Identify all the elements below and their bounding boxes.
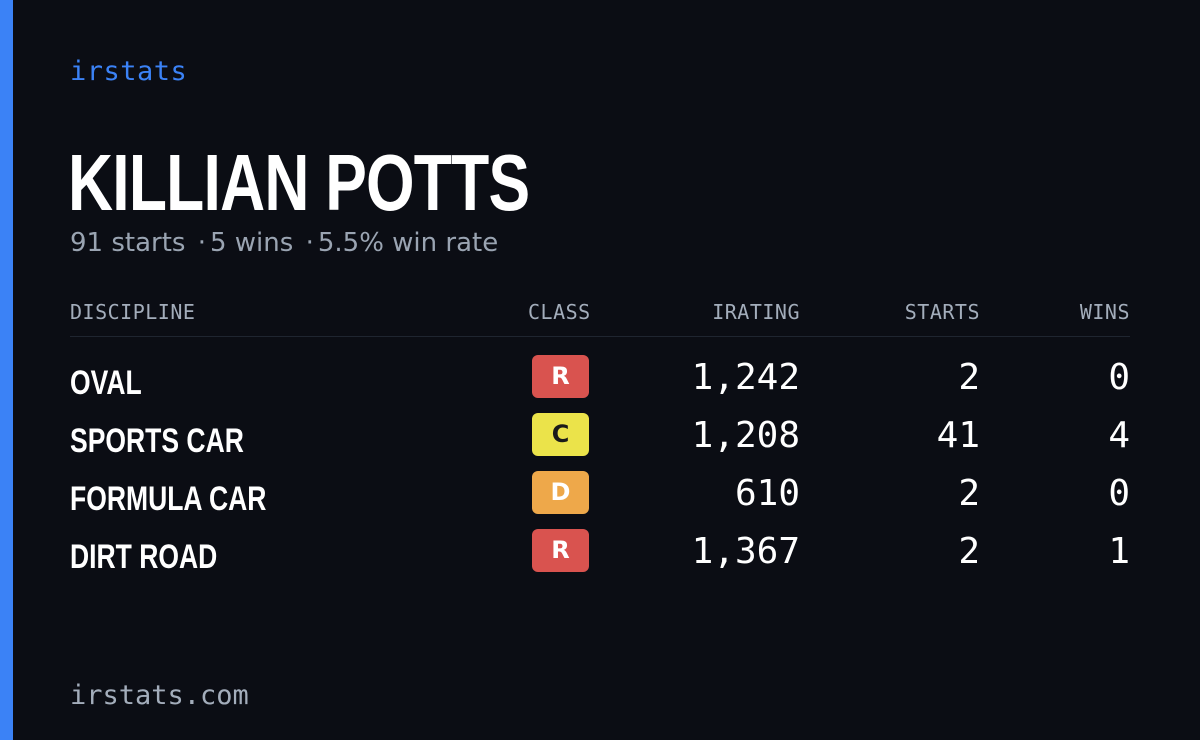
starts-value: 2 — [958, 473, 980, 514]
header-starts: STARTS — [904, 300, 980, 324]
separator: · — [305, 228, 314, 258]
footer-url: irstats.com — [70, 680, 249, 711]
wins-summary: 5 wins — [209, 228, 294, 258]
discipline-name: OVAL — [70, 364, 142, 402]
class-badge: R — [532, 355, 589, 398]
discipline-name: FORMULA CAR — [70, 480, 267, 518]
wins-value: 4 — [1108, 415, 1130, 456]
discipline-name: DIRT ROAD — [70, 538, 218, 576]
wins-value: 0 — [1108, 357, 1130, 398]
table-row: FORMULA CAR D 610 2 0 — [70, 471, 1130, 529]
starts-value: 2 — [958, 531, 980, 572]
table-body: OVAL R 1,242 2 0 SPORTS CAR C 1,208 41 4… — [70, 337, 1130, 587]
table-row: SPORTS CAR C 1,208 41 4 — [70, 413, 1130, 471]
irating-value: 610 — [734, 473, 800, 514]
driver-name: KILLIAN POTTS — [68, 138, 530, 227]
class-badge: R — [532, 529, 589, 572]
irating-value: 1,367 — [691, 531, 800, 572]
discipline-name: SPORTS CAR — [70, 422, 244, 460]
brand-logo: irstats — [70, 56, 188, 87]
winrate-summary: 5.5% win rate — [317, 228, 499, 258]
header-discipline: DISCIPLINE — [70, 300, 196, 324]
header-wins: WINS — [1079, 300, 1130, 324]
starts-summary: 91 starts — [70, 228, 186, 258]
accent-bar — [0, 0, 13, 740]
table-row: DIRT ROAD R 1,367 2 1 — [70, 529, 1130, 587]
starts-value: 41 — [936, 415, 980, 456]
driver-summary: 91 starts · 5 wins · 5.5% win rate — [70, 228, 498, 258]
irating-value: 1,242 — [691, 357, 800, 398]
table-row: OVAL R 1,242 2 0 — [70, 355, 1130, 413]
starts-value: 2 — [958, 357, 980, 398]
table-header: DISCIPLINE CLASS IRATING STARTS WINS — [70, 296, 1130, 337]
discipline-table: DISCIPLINE CLASS IRATING STARTS WINS OVA… — [70, 296, 1130, 587]
wins-value: 1 — [1108, 531, 1130, 572]
header-class: CLASS — [528, 300, 591, 324]
wins-value: 0 — [1108, 473, 1130, 514]
class-badge: D — [532, 471, 589, 514]
separator: · — [197, 228, 206, 258]
header-irating: IRATING — [712, 300, 800, 324]
irating-value: 1,208 — [691, 415, 800, 456]
class-badge: C — [532, 413, 589, 456]
